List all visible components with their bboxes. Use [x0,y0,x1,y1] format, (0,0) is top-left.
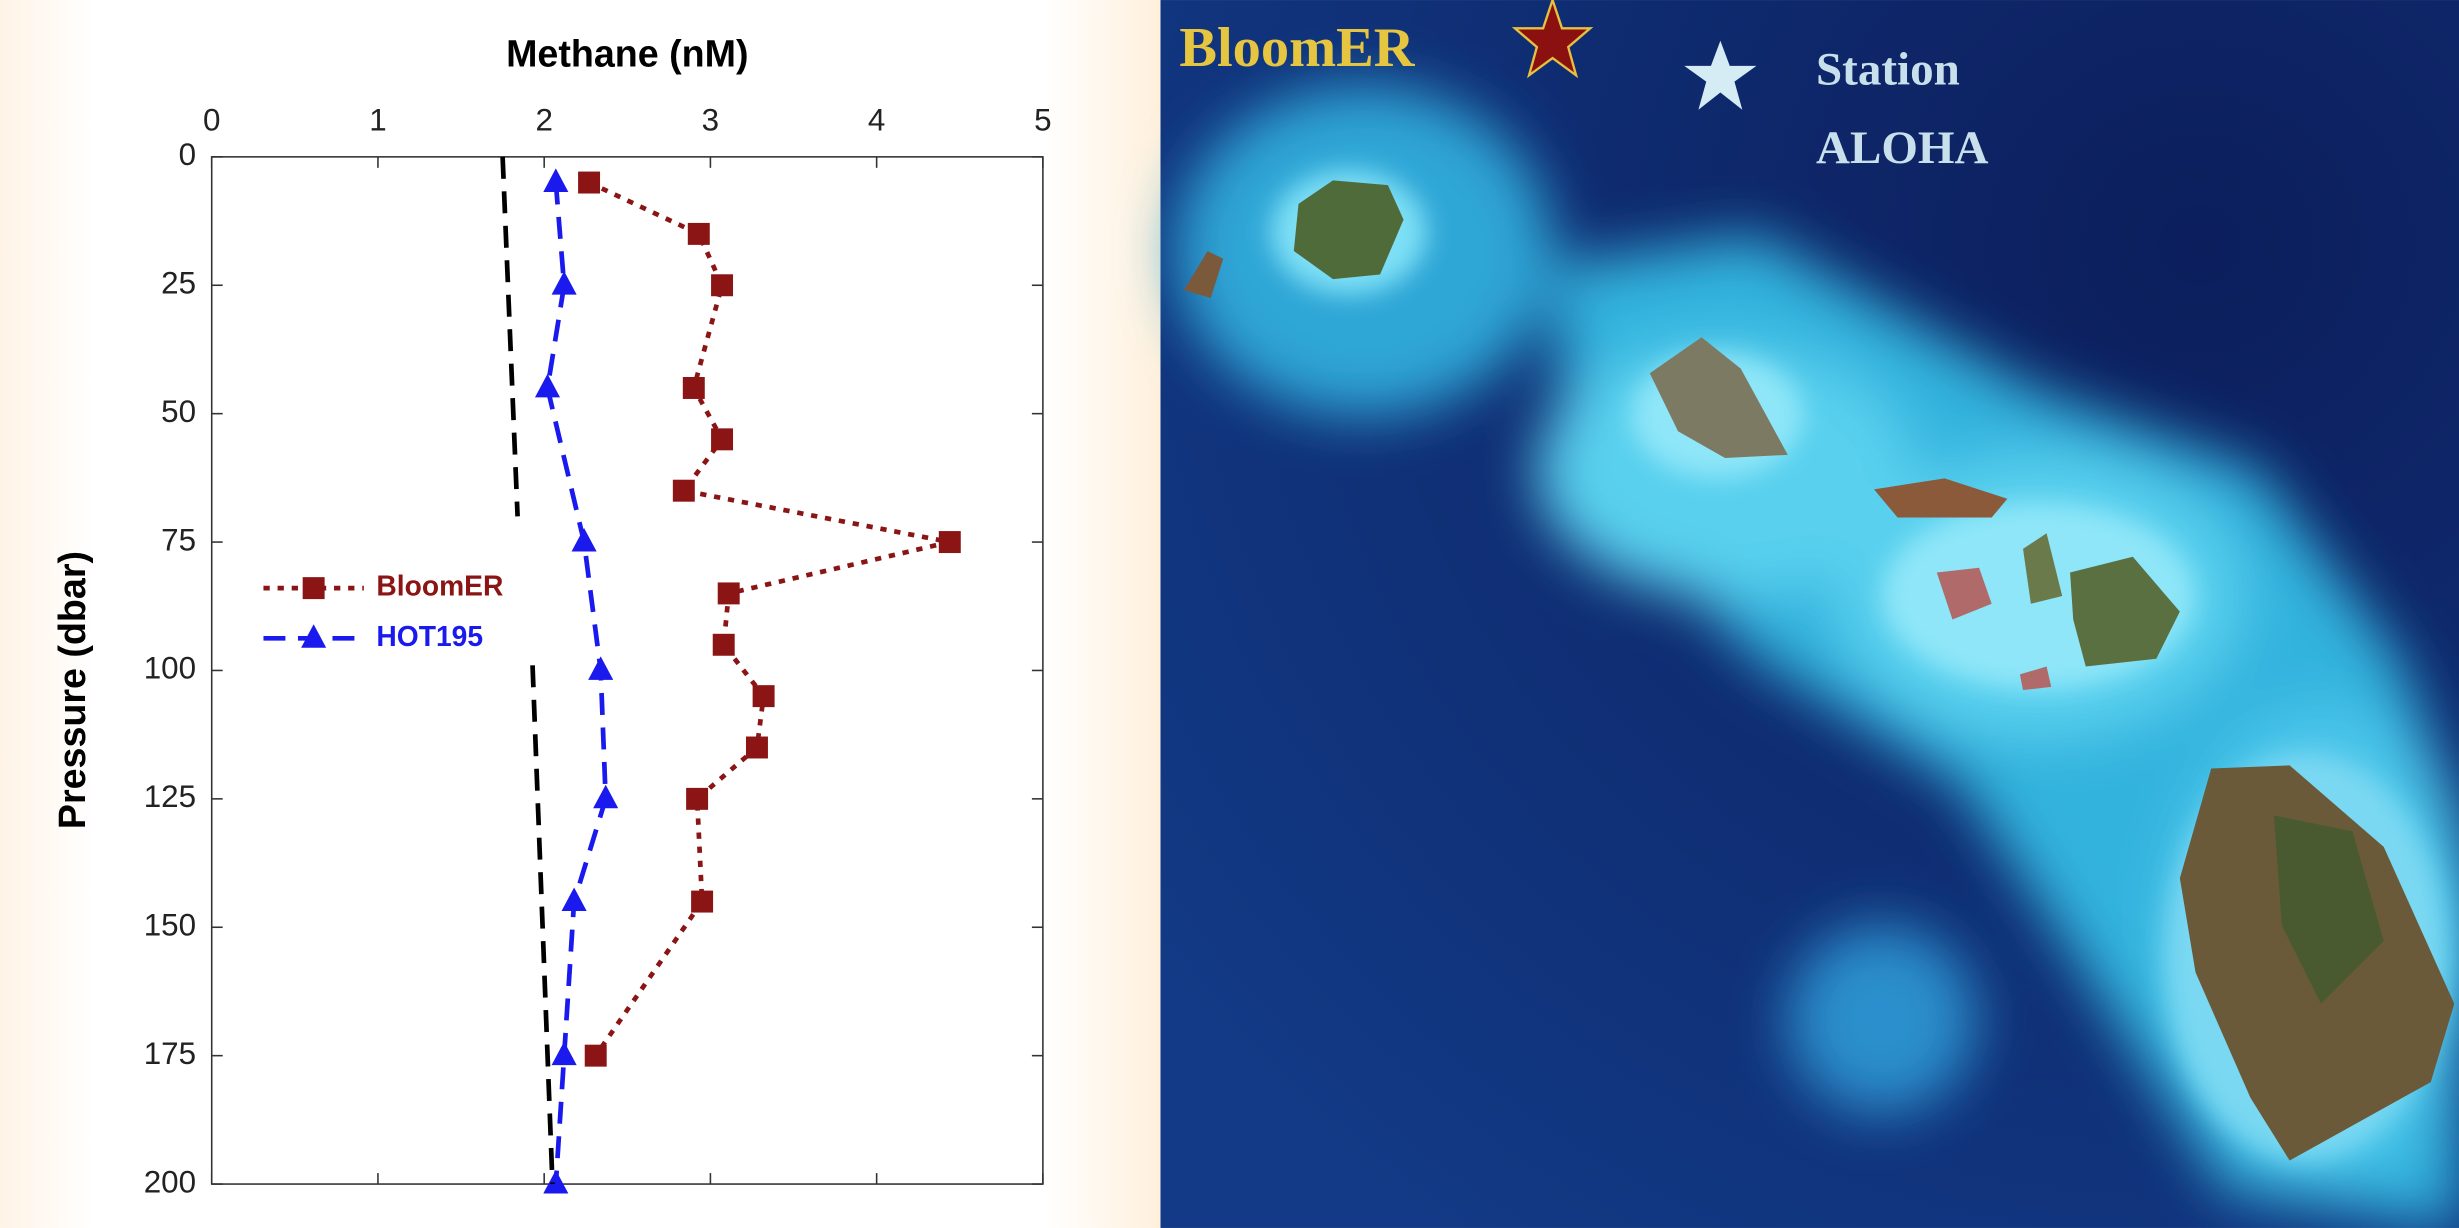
data-point [543,1169,569,1194]
reference-line [530,665,555,1185]
data-point [672,479,695,502]
y-tick-label: 125 [144,779,196,814]
data-point [691,890,714,913]
y-tick-label: 25 [161,266,196,301]
y-tick-label: 75 [161,522,196,557]
y-tick-label: 150 [144,908,196,943]
x-tick-label: 3 [702,103,719,138]
y-tick-label: 50 [161,394,196,429]
islands [1184,180,2455,1161]
series-line [588,180,951,1057]
x-tick-label: 2 [535,103,552,138]
data-point [711,274,734,297]
y-tick-label: 100 [144,651,196,686]
data-point [551,1041,577,1066]
data-point [578,171,601,194]
legend-label: BloomER [376,570,503,602]
data-point [593,784,619,809]
y-axis-label: Pressure (dbar) [51,551,93,829]
data-point [745,736,768,759]
legend-marker [302,577,325,600]
x-tick-label: 1 [369,103,386,138]
bloomer-star [1511,0,1594,79]
chart-background [0,0,1161,1228]
aloha-label: ALOHA [1816,122,1988,174]
reference-line [500,156,520,517]
bloomer-label: BloomER [1179,17,1415,79]
data-point [938,531,961,554]
data-point [717,582,740,605]
y-tick-label: 175 [144,1036,196,1071]
legend-marker [301,624,327,648]
x-tick-label: 5 [1034,103,1051,138]
data-point [711,428,734,451]
data-point [571,527,597,552]
aloha-star [1684,40,1757,110]
y-tick-label: 0 [179,137,196,172]
data-point [534,373,561,398]
data-point [712,633,735,656]
map: BloomER Station ALOHA [1160,0,2459,1228]
station-label: Station [1816,44,1960,96]
x-tick-label: 4 [868,103,885,138]
y-tick-label: 200 [144,1164,196,1199]
data-point [543,168,569,192]
plot-area: 0 1 2 3 4 50255075100125150175200BloomERHOT19… [144,103,1052,1200]
data-point [687,222,710,245]
x-tick-label: 0 [203,103,220,138]
data-point [686,787,709,810]
chart-title: Methane (nM) [506,32,748,74]
data-point [584,1044,607,1067]
data-point [752,685,775,708]
data-point [588,656,614,680]
data-point [682,376,705,399]
data-point [561,887,587,911]
legend-label: HOT195 [376,620,483,652]
data-point [551,271,577,295]
